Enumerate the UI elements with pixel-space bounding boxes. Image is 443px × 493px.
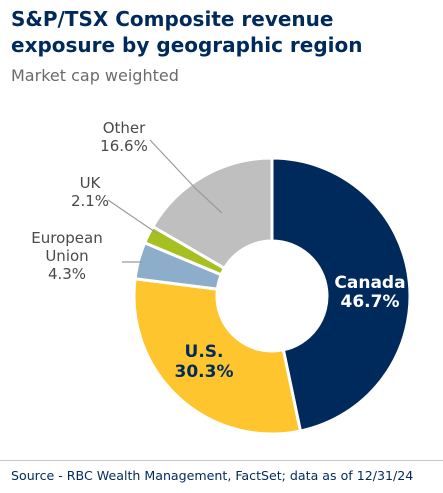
- source-note: Source - RBC Wealth Management, FactSet;…: [11, 468, 414, 483]
- slice-u-s: [132, 277, 302, 436]
- slice-value-uk: 2.1%: [71, 192, 109, 210]
- slice-label-uk: UK: [80, 174, 102, 192]
- donut-slices: [132, 156, 412, 436]
- slice-value-canada: 46.7%: [341, 292, 400, 312]
- slice-label-u-s: U.S.: [185, 342, 224, 362]
- slice-value-u-s: 30.3%: [175, 362, 234, 382]
- leader-line-uk: [107, 199, 159, 235]
- slice-canada: [270, 156, 412, 433]
- chart-title: S&P/TSX Composite revenue exposure by ge…: [11, 7, 363, 57]
- slice-label-european-union-line-2: Union: [45, 247, 88, 265]
- footer-divider: [0, 460, 443, 461]
- slice-label-canada: Canada: [334, 273, 405, 293]
- slice-label-european-union-line-1: European: [31, 229, 102, 247]
- slice-other: [151, 156, 274, 270]
- leader-lines: [107, 139, 223, 263]
- leader-line-other: [149, 139, 223, 214]
- chart-subtitle: Market cap weighted: [11, 66, 179, 85]
- slice-value-other: 16.6%: [100, 137, 148, 155]
- slice-value-european-union: 4.3%: [48, 265, 86, 283]
- slice-label-other: Other: [103, 119, 146, 137]
